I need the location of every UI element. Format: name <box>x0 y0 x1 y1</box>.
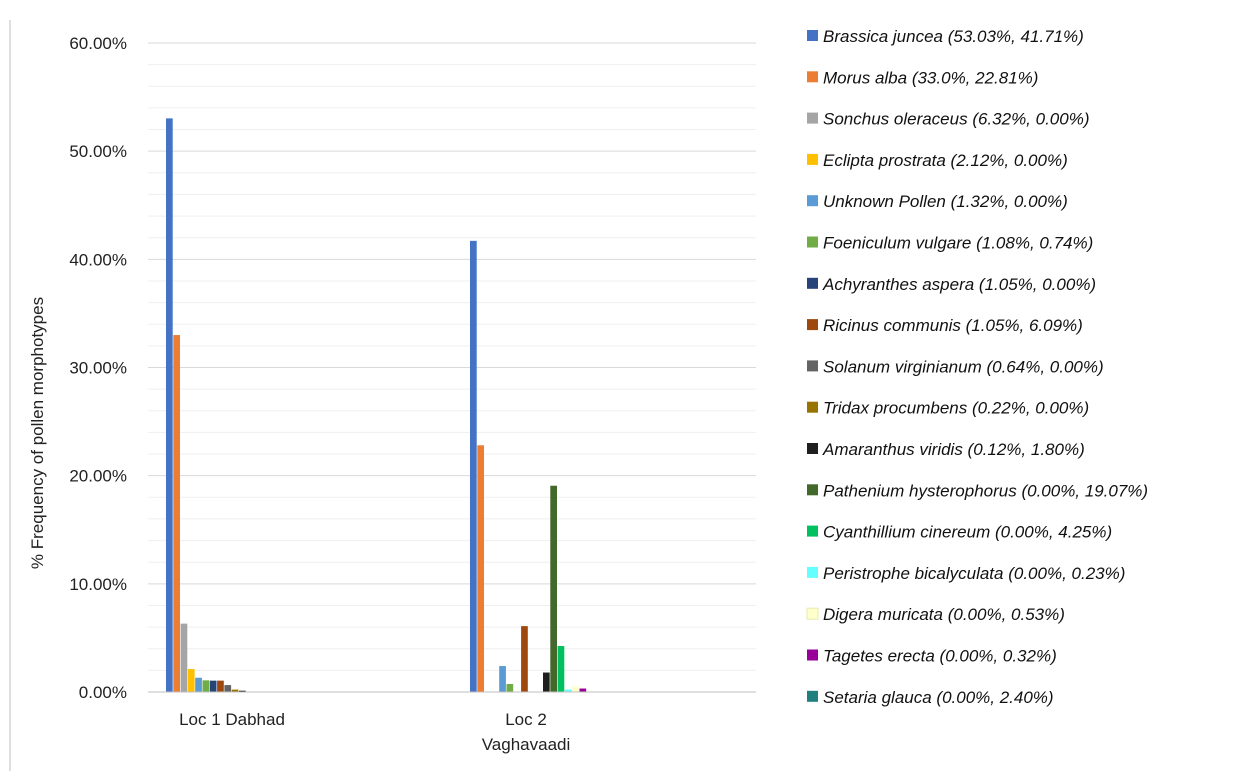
legend-entry: Eclipta prostrata (2.12%, 0.00%) <box>823 151 1068 170</box>
bar-brassica-juncea-2 <box>470 240 477 692</box>
bar-solanum-virginianum-1 <box>224 685 232 692</box>
bars <box>166 118 587 693</box>
bar-ricinus-communis-1 <box>217 680 224 692</box>
bar-achyranthes-aspera-1 <box>209 680 217 692</box>
x-category-label: Loc 2 <box>505 710 547 729</box>
bar-eclipta-prostrata-1 <box>187 669 195 692</box>
legend-entry: Peristrophe bicalyculata (0.00%, 0.23%) <box>823 564 1125 583</box>
legend-swatch <box>807 690 818 702</box>
legend-entry: Brassica juncea (53.03%, 41.71%) <box>823 27 1084 46</box>
legend-entry: Cyanthillium cinereum (0.00%, 4.25%) <box>823 523 1112 542</box>
bar-morus-alba-1 <box>173 335 180 692</box>
bar-ricinus-communis-2 <box>521 626 528 692</box>
legend-entry: Digera muricata (0.00%, 0.53%) <box>823 605 1065 624</box>
legend-entry: Solanum virginianum (0.64%, 0.00%) <box>823 357 1104 376</box>
legend-entry: Tridax procumbens (0.22%, 0.00%) <box>823 399 1089 418</box>
y-axis-title: % Frequency of pollen morphotypes <box>28 297 47 569</box>
bar-unknown-pollen-2 <box>499 666 506 692</box>
legend-entry: Sonchus oleraceus (6.32%, 0.00%) <box>823 110 1090 129</box>
bar-tagetes-erecta-2 <box>579 688 587 692</box>
legend-entry: Setaria glauca (0.00%, 2.40%) <box>823 688 1054 707</box>
bar-tridax-procumbens-1 <box>231 689 239 692</box>
y-tick-label: 10.00% <box>69 575 127 594</box>
legend-swatch <box>807 112 818 124</box>
bar-pathenium-hysterophorus-2 <box>550 485 557 692</box>
bar-brassica-juncea-1 <box>166 118 173 693</box>
bar-unknown-pollen-1 <box>195 677 202 692</box>
legend-swatch <box>807 277 818 289</box>
y-tick-label: 20.00% <box>69 467 127 486</box>
x-category-label: Loc 1 Dabhad <box>179 710 285 729</box>
x-category-label-line2: Vaghavaadi <box>482 735 571 754</box>
legend-entry: Amaranthus viridis (0.12%, 1.80%) <box>822 440 1085 459</box>
legend-swatch <box>807 153 818 165</box>
bar-cyanthillium-cinereum-2 <box>557 646 565 692</box>
legend-entry: Pathenium hysterophorus (0.00%, 19.07%) <box>823 481 1148 500</box>
legend-swatch <box>807 566 818 578</box>
bar-amaranthus-viridis-1 <box>239 690 246 692</box>
y-tick-label: 50.00% <box>69 142 127 161</box>
y-axis-ticks: 0.00% 10.00% 20.00% 30.00% 40.00% 50.00% 60.00… <box>69 34 127 702</box>
legend-swatch <box>807 195 818 207</box>
legend-swatch <box>807 360 818 372</box>
bar-morus-alba-2 <box>477 445 484 692</box>
legend-swatch <box>807 236 818 248</box>
bar-foeniculum-vulgare-1 <box>202 680 210 692</box>
legend-swatch <box>807 443 818 454</box>
legend-entry: Morus alba (33.0%, 22.81%) <box>823 68 1038 87</box>
legend-entry: Tagetes erecta (0.00%, 0.32%) <box>823 647 1057 666</box>
bar-amaranthus-viridis-2 <box>543 672 550 692</box>
y-tick-label: 40.00% <box>69 250 127 269</box>
y-tick-label: 60.00% <box>69 34 127 53</box>
bar-digera-muricata-2 <box>572 686 579 692</box>
legend-entry: Unknown Pollen (1.32%, 0.00%) <box>823 192 1068 211</box>
legend-swatch <box>807 484 818 496</box>
legend-swatch <box>807 525 818 537</box>
legend-entry: Ricinus communis (1.05%, 6.09%) <box>823 316 1083 335</box>
gridlines <box>148 42 756 671</box>
legend-swatch <box>807 319 818 331</box>
y-tick-label: 0.00% <box>79 683 127 702</box>
y-tick-label: 30.00% <box>69 359 127 378</box>
bar-peristrophe-bicalyculata-2 <box>564 689 572 692</box>
bar-sonchus-oleraceus-1 <box>180 623 188 692</box>
legend-swatch <box>807 30 818 41</box>
bar-foeniculum-vulgare-2 <box>506 683 514 692</box>
legend-swatch <box>806 607 819 620</box>
legend-swatch <box>807 71 818 83</box>
legend-entry: Foeniculum vulgare (1.08%, 0.74%) <box>823 234 1093 253</box>
legend: Brassica juncea (53.03%, 41.71%) Morus al… <box>806 27 1148 707</box>
legend-swatch <box>807 401 818 413</box>
legend-entry: Achyranthes aspera (1.05%, 0.00%) <box>822 275 1096 294</box>
legend-swatch <box>807 649 818 661</box>
x-axis-labels: Loc 1 Dabhad Loc 2 Vaghavaadi <box>179 710 570 754</box>
